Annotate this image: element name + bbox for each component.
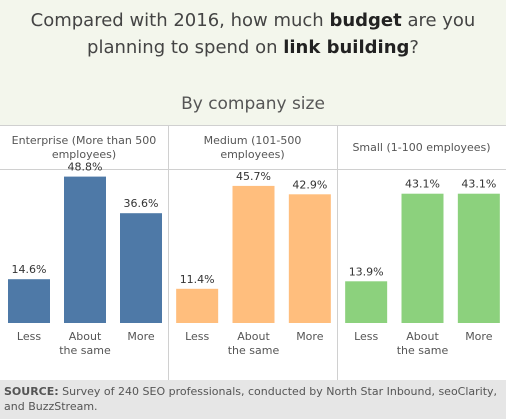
data-label: 42.9% (292, 178, 327, 191)
bar-chart: Enterprise (More than 500employees)14.6%… (0, 125, 506, 380)
bar (120, 213, 162, 323)
panel-title-line: employees) (52, 148, 116, 161)
source-label: SOURCE: (4, 385, 59, 398)
bar (64, 176, 106, 323)
title-line1-prefix: Compared with 2016, how much (30, 10, 330, 31)
panel-title-line: employees) (220, 148, 284, 161)
panel-title-line: Small (1-100 employees) (352, 141, 490, 154)
title-line1-suffix: are you (401, 10, 476, 31)
panel-title-line: Medium (101-500 (204, 134, 302, 147)
category-label: Less (17, 330, 41, 343)
title-line2-prefix: planning to spend on (87, 37, 284, 58)
category-label: More (296, 330, 324, 343)
data-label: 14.6% (12, 263, 47, 276)
data-label: 43.1% (461, 178, 496, 191)
category-label: More (127, 330, 155, 343)
category-label: the same (228, 344, 280, 357)
title-line1-bold: budget (329, 10, 402, 31)
category-label: the same (59, 344, 111, 357)
category-label: About (69, 330, 102, 343)
bar (345, 281, 388, 323)
data-label: 45.7% (236, 170, 271, 183)
title-line2-suffix: ? (409, 37, 419, 58)
data-label: 36.6% (124, 197, 159, 210)
chart-title: Compared with 2016, how much budget are … (0, 7, 506, 61)
chart-subtitle: By company size (181, 94, 325, 114)
category-label: More (465, 330, 493, 343)
data-label: 11.4% (180, 273, 215, 286)
category-label: About (237, 330, 270, 343)
source-note: SOURCE: Survey of 240 SEO professionals,… (0, 380, 506, 419)
bar (401, 193, 444, 323)
bar (288, 194, 331, 323)
category-label: Less (354, 330, 378, 343)
category-label: About (406, 330, 439, 343)
bar (8, 279, 50, 323)
data-label: 13.9% (349, 265, 384, 278)
category-label: the same (397, 344, 449, 357)
category-label: Less (185, 330, 209, 343)
data-label: 48.8% (68, 161, 103, 174)
bar (176, 288, 219, 323)
panel-title-line: Enterprise (More than 500 (12, 134, 157, 147)
source-text: Survey of 240 SEO professionals, conduct… (4, 385, 498, 413)
title-line2-bold: link building (283, 37, 410, 58)
bar (232, 185, 275, 323)
data-label: 43.1% (405, 178, 440, 191)
bar (457, 193, 500, 323)
header-band (0, 0, 506, 125)
